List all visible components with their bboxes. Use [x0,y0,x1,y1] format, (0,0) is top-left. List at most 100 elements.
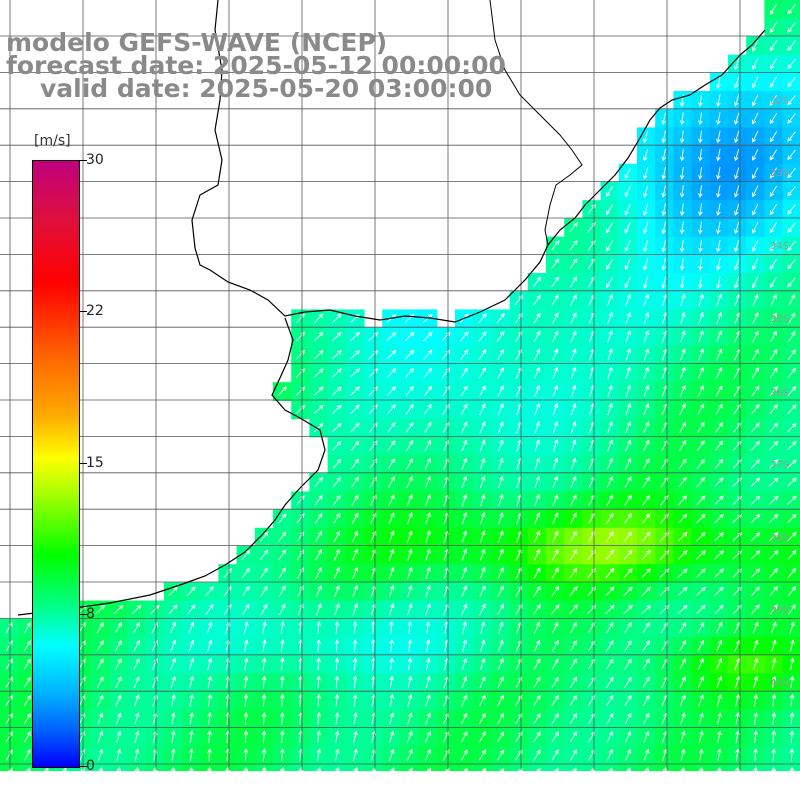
wind-arrow [241,567,250,579]
wind-arrow [133,694,140,707]
wind-arrow [789,711,795,725]
wind-arrow [697,421,705,434]
wind-arrow [715,621,723,634]
wind-arrow [771,748,777,762]
colorbar-label-8: 8 [86,606,95,622]
wind-arrow [479,548,486,561]
wind-arrow [497,694,504,707]
wind-arrow [478,367,486,379]
wind-arrow [424,730,431,743]
wind-arrow [768,440,779,451]
wind-arrow [280,675,285,689]
wind-arrow [405,422,414,433]
wind-arrow [425,494,431,507]
wind-arrow [678,476,687,488]
wind-arrow [407,584,413,598]
wind-arrow [388,566,395,580]
wind-arrow [570,366,577,379]
wind-arrow [316,748,322,762]
wind-arrow [734,76,740,89]
wind-arrow [625,403,632,416]
wind-arrow [752,203,759,216]
wind-arrow [716,148,721,162]
wind-arrow [606,712,614,725]
wind-arrow [769,94,778,106]
wind-arrow [425,621,431,634]
wind-arrow [680,311,686,325]
forecast-date-title: forecast date: 2025-05-12 00:00:00 [6,51,506,80]
wind-arrow [734,148,740,162]
wind-arrow [316,711,322,725]
wind-arrow [262,621,267,634]
wind-arrow [243,693,249,707]
wind-arrow [315,530,323,543]
wind-arrow [696,440,705,452]
wind-arrow [769,58,778,70]
wind-arrow [316,657,322,671]
wind-arrow [243,675,249,689]
wind-arrow [388,603,395,616]
wind-arrow [787,349,796,361]
wind-arrow [679,676,686,689]
wind-arrow [407,657,413,671]
wind-arrow [679,421,686,434]
wind-arrow [697,676,704,689]
latitude-label: 34S [770,241,789,252]
wind-arrow [461,421,468,434]
wind-arrow [423,331,433,342]
wind-arrow [588,275,595,288]
wind-arrow [407,712,413,725]
wind-arrow [787,367,796,379]
wind-arrow [551,312,559,325]
wind-arrow [787,149,796,161]
wind-arrow [277,513,287,524]
wind-arrow [606,512,614,525]
wind-arrow [698,166,703,180]
wind-arrow [189,675,195,689]
colorbar-tick [79,463,87,464]
wind-arrow [735,748,740,762]
wind-arrow [570,475,577,489]
wind-arrow [624,622,632,634]
wind-arrow [551,694,559,707]
wind-arrow [24,749,31,761]
wind-arrow [569,694,577,706]
wind-arrow [425,512,431,525]
wind-arrow [768,532,779,542]
wind-arrow [661,185,667,198]
wind-arrow [606,730,614,743]
wind-arrow [717,730,722,744]
wind-arrow [461,548,468,561]
colorbar [32,160,80,768]
wind-arrow [716,75,721,89]
wind-arrow [696,458,705,470]
wind-arrow [734,276,740,289]
wind-arrow [661,203,667,217]
wind-arrow [588,640,596,652]
wind-arrow [735,712,740,725]
wind-arrow [479,603,486,616]
wind-arrow [551,258,560,269]
wind-arrow [698,257,703,271]
wind-arrow [698,185,703,198]
wind-arrow [661,276,667,289]
wind-arrow [787,186,796,197]
wind-arrow [534,457,540,470]
wind-arrow [314,476,323,488]
wind-arrow [260,567,268,579]
wind-arrow [607,330,613,343]
wind-arrow [551,639,559,652]
wind-arrow [315,585,322,598]
wind-arrow [789,639,795,653]
wind-arrow [316,620,322,634]
wind-arrow [569,240,578,251]
wind-arrow [78,694,86,707]
wind-arrow [786,495,797,505]
wind-arrow [734,112,740,125]
wind-arrow [243,657,249,671]
wind-arrow [406,494,413,507]
wind-arrow [789,730,795,744]
wind-arrow [551,530,559,543]
wind-arrow [223,604,232,615]
wind-arrow [752,167,759,180]
